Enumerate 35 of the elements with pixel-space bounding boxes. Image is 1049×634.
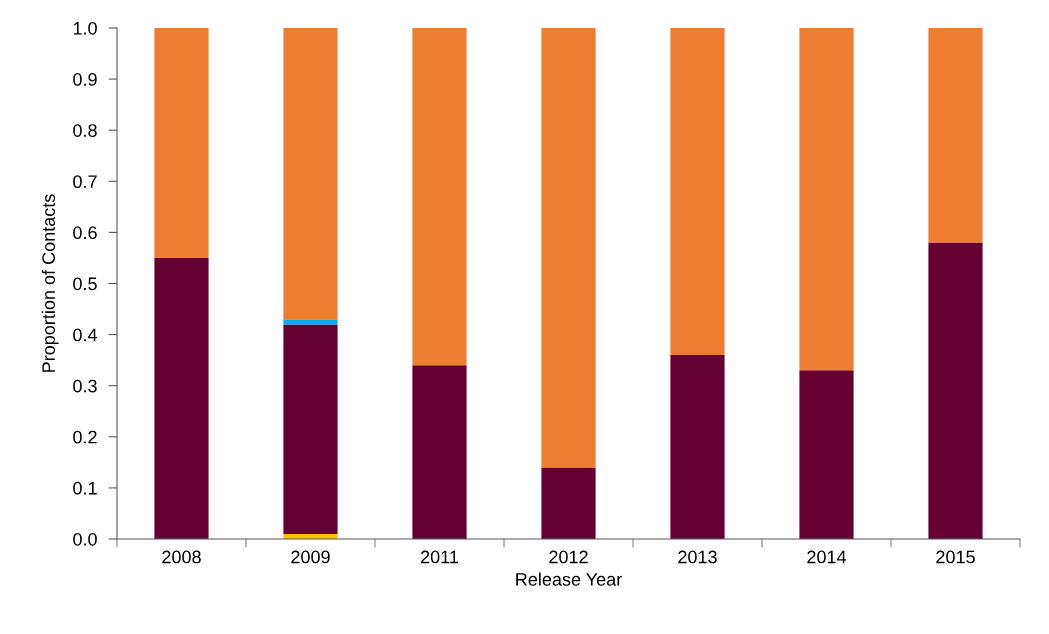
y-tick-label: 0.9 [73,73,97,86]
y-tick-label: 0.4 [73,328,98,342]
x-tick-label: 2015 [936,550,975,564]
bar [283,28,338,320]
bar [541,28,596,468]
bar [799,370,854,539]
y-tick-label: 0.8 [73,124,97,137]
y-tick-label: 0.0 [73,532,97,546]
y-tick-label: 0.1 [73,481,97,495]
y-tick-label: 1.0 [73,21,97,35]
y-tick-label: 0.2 [73,430,97,444]
x-tick-label: 2011 [420,550,459,564]
bar [154,257,209,539]
bar [412,365,467,539]
x-tick-label: 2013 [678,550,717,564]
y-axis-title: Proportion of Contacts [41,194,59,372]
y-tick-label: 0.7 [73,175,97,189]
x-tick-label: 2008 [162,550,201,564]
y-tick-label: 0.6 [73,226,97,240]
x-tick-label: 2012 [549,550,588,564]
bar [154,28,209,258]
bar [283,324,338,534]
y-tick-label: 0.5 [73,277,97,291]
x-tick-label: 2014 [807,550,847,564]
bar [412,28,467,366]
bar [799,28,854,371]
y-tick-label: 0.3 [73,379,97,393]
bar [283,319,338,325]
x-tick-label: 2009 [291,550,330,564]
bar [928,242,983,539]
bar [541,467,596,539]
x-axis-title: Release Year [516,572,622,586]
bar [670,28,725,356]
bar [670,355,725,539]
bar [928,28,983,243]
